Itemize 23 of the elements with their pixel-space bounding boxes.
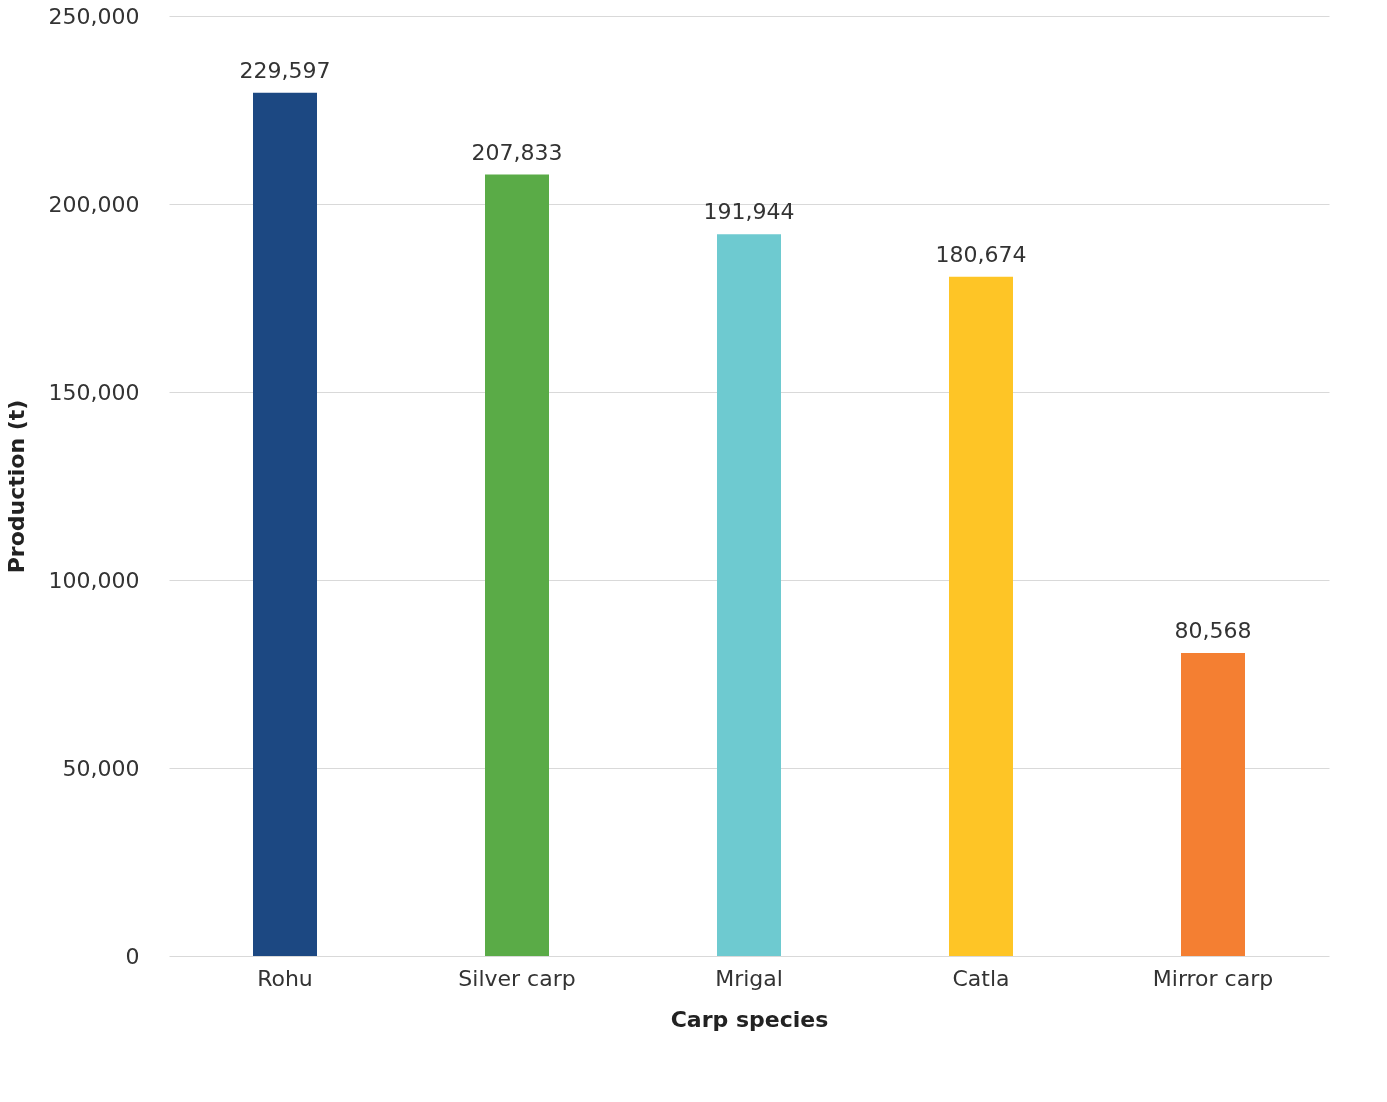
y-tick-label: 250,000	[48, 3, 140, 29]
bar	[253, 92, 317, 956]
bar	[949, 276, 1013, 956]
data-label: 191,944	[703, 199, 795, 225]
bar	[1181, 653, 1245, 956]
y-axis-title: Production (t)	[3, 399, 29, 574]
x-tick-label: Mrigal	[715, 965, 783, 991]
y-tick-label: 200,000	[48, 191, 140, 217]
data-label: 180,674	[935, 241, 1027, 267]
x-tick-label: Catla	[952, 965, 1010, 991]
x-tick-label: Silver carp	[458, 965, 576, 991]
x-axis-title: Carp species	[670, 1006, 829, 1032]
y-tick-label: 100,000	[48, 567, 140, 593]
data-label: 80,568	[1174, 618, 1252, 644]
data-label: 207,833	[471, 139, 563, 165]
bar	[485, 174, 549, 956]
y-tick-label: 50,000	[62, 755, 140, 781]
x-tick-label: Mirror carp	[1152, 965, 1274, 991]
y-tick-label: 0	[125, 943, 140, 969]
y-tick-label: 150,000	[48, 379, 140, 405]
data-label: 229,597	[239, 57, 331, 83]
bar	[717, 234, 781, 956]
x-tick-label: Rohu	[257, 965, 313, 991]
